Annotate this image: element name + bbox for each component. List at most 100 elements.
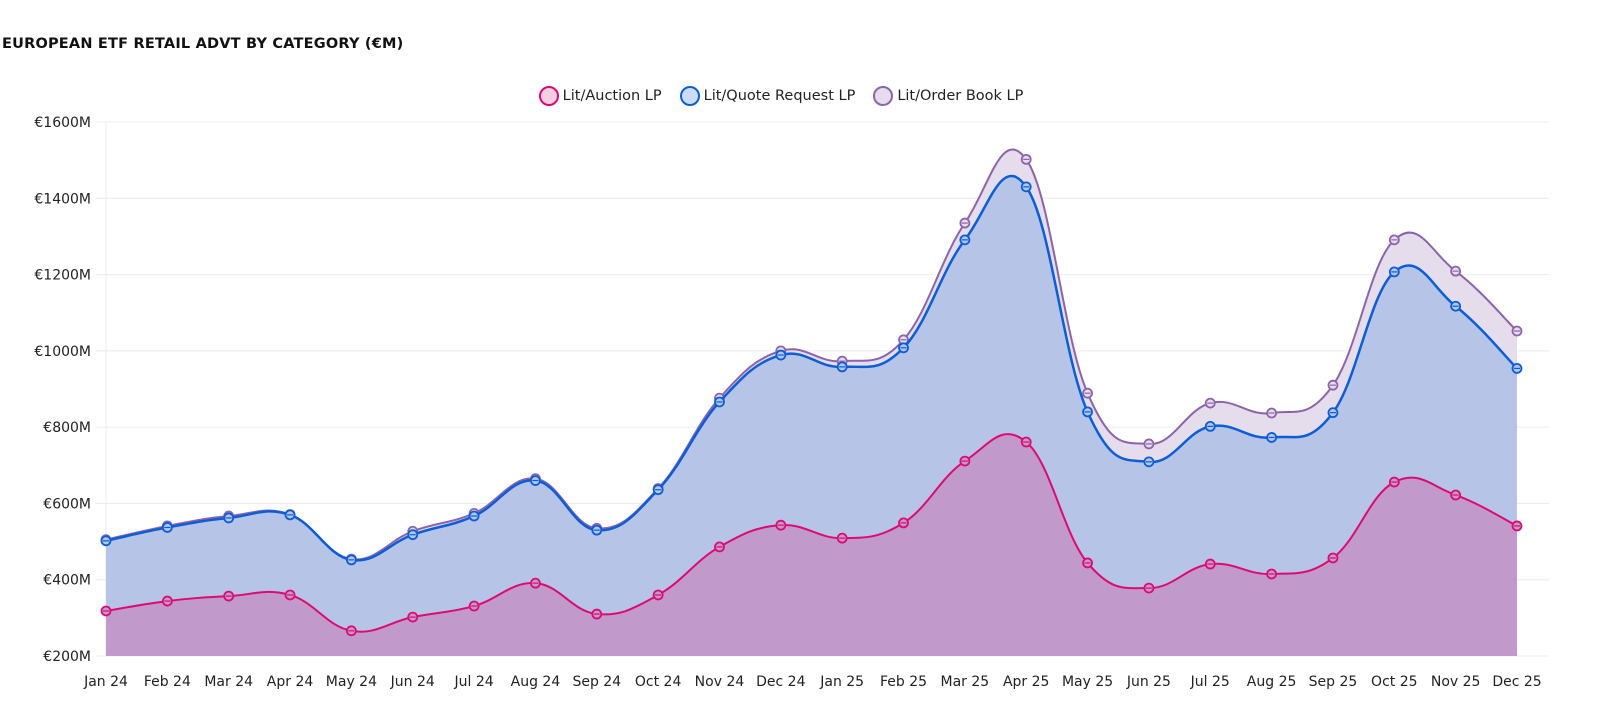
point-auction[interactable] bbox=[898, 517, 909, 529]
point-auction[interactable] bbox=[714, 541, 725, 553]
x-tick-label: Mar 24 bbox=[204, 674, 253, 690]
y-tick-label: €1600M bbox=[34, 115, 91, 131]
point-auction[interactable] bbox=[1082, 557, 1093, 569]
point-auction[interactable] bbox=[345, 625, 357, 637]
y-tick-label: €200M bbox=[43, 649, 91, 665]
x-tick-label: Apr 25 bbox=[1003, 674, 1049, 690]
point-quote[interactable] bbox=[345, 554, 357, 566]
point-auction[interactable] bbox=[1266, 568, 1278, 580]
x-tick-label: Mar 25 bbox=[941, 674, 990, 690]
chart-title: EUROPEAN ETF RETAIL ADVT BY CATEGORY (€M… bbox=[2, 36, 404, 52]
point-auction[interactable] bbox=[1511, 520, 1523, 532]
point-orderbook[interactable] bbox=[1082, 387, 1093, 399]
legend-label: Lit/Quote Request LP bbox=[703, 88, 856, 104]
x-tick-label: May 25 bbox=[1062, 674, 1113, 690]
point-auction[interactable] bbox=[530, 577, 541, 589]
point-auction[interactable] bbox=[775, 519, 787, 531]
x-tick-label: Oct 25 bbox=[1371, 674, 1417, 690]
x-tick-label: Jan 24 bbox=[83, 674, 128, 690]
point-auction[interactable] bbox=[223, 590, 235, 602]
x-tick-label: Aug 24 bbox=[511, 674, 561, 690]
point-quote[interactable] bbox=[161, 522, 173, 533]
point-quote[interactable] bbox=[714, 396, 725, 408]
point-orderbook[interactable] bbox=[1450, 265, 1462, 277]
chart-legend: Lit/Auction LP Lit/Quote Request LP Lit/Or… bbox=[0, 86, 1600, 106]
legend-item-orderbook[interactable]: Lit/Order Book LP bbox=[873, 86, 1023, 106]
point-quote[interactable] bbox=[1082, 406, 1093, 418]
x-tick-label: Aug 25 bbox=[1247, 674, 1297, 690]
point-orderbook[interactable] bbox=[1020, 153, 1032, 165]
point-auction[interactable] bbox=[652, 589, 664, 601]
point-quote[interactable] bbox=[775, 349, 787, 361]
point-quote[interactable] bbox=[530, 475, 541, 486]
y-tick-label: €1000M bbox=[34, 344, 91, 360]
point-quote[interactable] bbox=[407, 529, 419, 541]
point-quote[interactable] bbox=[1266, 432, 1278, 443]
point-auction[interactable] bbox=[836, 532, 848, 544]
point-auction[interactable] bbox=[1143, 582, 1155, 594]
x-tick-label: Jun 25 bbox=[1126, 674, 1171, 690]
x-tick-label: Dec 25 bbox=[1492, 674, 1541, 690]
point-orderbook[interactable] bbox=[1204, 397, 1216, 409]
legend-swatch-icon bbox=[873, 86, 894, 106]
area-quote bbox=[106, 175, 1517, 656]
point-quote[interactable] bbox=[1511, 363, 1523, 374]
point-quote[interactable] bbox=[836, 361, 848, 373]
areas bbox=[106, 149, 1517, 656]
x-tick-label: Feb 25 bbox=[880, 674, 927, 690]
point-quote[interactable] bbox=[284, 509, 296, 521]
legend-swatch-icon bbox=[538, 86, 559, 106]
point-auction[interactable] bbox=[1450, 489, 1462, 501]
point-quote[interactable] bbox=[1450, 300, 1462, 312]
point-orderbook[interactable] bbox=[1143, 438, 1155, 450]
line-orderbook bbox=[105, 148, 1518, 561]
point-quote[interactable] bbox=[898, 342, 909, 354]
point-auction[interactable] bbox=[1204, 558, 1216, 570]
point-orderbook[interactable] bbox=[1266, 407, 1278, 419]
point-orderbook[interactable] bbox=[1327, 379, 1339, 391]
x-tick-label: Jan 25 bbox=[819, 674, 864, 690]
y-tick-label: €800M bbox=[43, 420, 91, 436]
y-tick-label: €600M bbox=[43, 496, 91, 512]
point-auction[interactable] bbox=[161, 595, 173, 607]
point-auction[interactable] bbox=[1388, 476, 1400, 488]
point-quote[interactable] bbox=[591, 524, 603, 536]
point-quote[interactable] bbox=[1327, 407, 1339, 419]
legend-item-auction[interactable]: Lit/Auction LP bbox=[538, 86, 662, 106]
legend-label: Lit/Order Book LP bbox=[897, 88, 1024, 104]
line-quote bbox=[105, 174, 1518, 562]
point-auction[interactable] bbox=[407, 611, 419, 623]
y-tick-label: €1400M bbox=[34, 191, 91, 207]
x-tick-label: May 24 bbox=[326, 674, 377, 690]
point-quote[interactable] bbox=[652, 484, 664, 496]
x-tick-label: Nov 24 bbox=[695, 674, 745, 690]
point-quote[interactable] bbox=[1143, 456, 1155, 468]
legend-swatch-icon bbox=[679, 86, 700, 106]
point-orderbook[interactable] bbox=[1511, 325, 1523, 337]
point-auction[interactable] bbox=[1020, 436, 1032, 448]
x-tick-label: Jun 24 bbox=[390, 674, 435, 690]
point-quote[interactable] bbox=[959, 234, 971, 246]
x-tick-label: Jul 24 bbox=[454, 674, 494, 690]
point-auction[interactable] bbox=[468, 600, 480, 612]
point-quote[interactable] bbox=[100, 535, 112, 547]
point-quote[interactable] bbox=[468, 510, 480, 522]
point-quote[interactable] bbox=[1204, 420, 1216, 432]
point-auction[interactable] bbox=[591, 608, 603, 620]
legend-item-quote[interactable]: Lit/Quote Request LP bbox=[679, 86, 856, 106]
point-orderbook[interactable] bbox=[1388, 234, 1400, 246]
point-auction[interactable] bbox=[100, 605, 112, 617]
x-tick-label: Feb 24 bbox=[144, 674, 191, 690]
x-tick-label: Jul 25 bbox=[1190, 674, 1230, 690]
point-orderbook[interactable] bbox=[959, 217, 971, 229]
point-auction[interactable] bbox=[284, 589, 296, 601]
point-quote[interactable] bbox=[1388, 266, 1400, 278]
point-auction[interactable] bbox=[1327, 552, 1339, 564]
y-tick-label: €1200M bbox=[34, 268, 91, 284]
x-tick-label: Sep 25 bbox=[1309, 674, 1358, 690]
point-quote[interactable] bbox=[223, 512, 235, 524]
point-quote[interactable] bbox=[1020, 181, 1032, 193]
point-auction[interactable] bbox=[959, 455, 971, 467]
x-tick-label: Apr 24 bbox=[267, 674, 314, 690]
